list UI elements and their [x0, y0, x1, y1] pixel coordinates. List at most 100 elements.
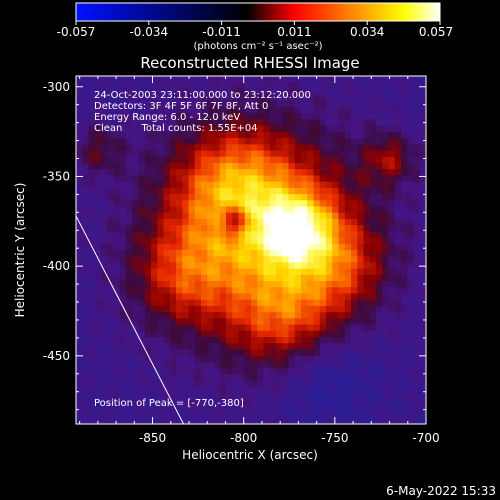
heatmap-cell — [319, 119, 327, 127]
heatmap-cell — [388, 144, 396, 151]
heatmap-cell — [369, 107, 377, 114]
heatmap-cell — [107, 175, 114, 183]
heatmap-cell — [376, 237, 383, 245]
heatmap-cell — [151, 156, 158, 164]
heatmap-cell — [113, 187, 121, 195]
heatmap-cell — [294, 250, 302, 257]
heatmap-cell — [288, 181, 296, 189]
heatmap-cell — [251, 200, 258, 207]
heatmap-cell — [126, 175, 133, 183]
heatmap-cell — [301, 281, 308, 288]
heatmap-cell — [132, 107, 139, 114]
heatmap-cell — [276, 250, 283, 257]
heatmap-cell — [369, 287, 377, 294]
heatmap-cell — [126, 169, 133, 176]
heatmap-cell — [319, 231, 327, 238]
heatmap-cell — [151, 324, 158, 332]
heatmap-cell — [332, 281, 339, 288]
heatmap-cell — [188, 330, 196, 338]
heatmap-cell — [251, 299, 258, 307]
heatmap-cell — [182, 392, 189, 400]
heatmap-cell — [226, 411, 233, 419]
heatmap-cell — [376, 256, 383, 263]
heatmap-cell — [288, 194, 296, 201]
heatmap-cell — [188, 107, 196, 114]
heatmap-cell — [282, 281, 289, 288]
heatmap-cell — [126, 349, 133, 357]
heatmap-cell — [163, 405, 171, 412]
heatmap-cell — [169, 343, 177, 350]
heatmap-cell — [201, 386, 208, 394]
heatmap-cell — [169, 150, 177, 158]
heatmap-cell — [219, 175, 227, 183]
heatmap-cell — [101, 262, 108, 270]
heatmap-cell — [257, 231, 264, 238]
heatmap-cell — [376, 169, 383, 176]
heatmap-cell — [394, 150, 402, 158]
heatmap-cell — [326, 337, 333, 344]
heatmap-cell — [94, 399, 102, 406]
heatmap-cell — [394, 94, 402, 102]
heatmap-cell — [401, 374, 408, 381]
heatmap-cell — [376, 274, 383, 282]
heatmap-cell — [207, 131, 214, 139]
heatmap-cell — [388, 349, 396, 357]
heatmap-cell — [88, 225, 96, 232]
heatmap-cell — [394, 175, 402, 183]
heatmap-cell — [101, 156, 108, 164]
heatmap-cell — [269, 175, 277, 183]
heatmap-cell — [401, 411, 408, 419]
heatmap-cell — [269, 368, 277, 375]
heatmap-cell — [388, 94, 396, 102]
heatmap-cell — [388, 187, 396, 195]
heatmap-cell — [332, 287, 339, 294]
heatmap-cell — [301, 262, 308, 270]
heatmap-cell — [363, 392, 371, 400]
heatmap-cell — [182, 187, 189, 195]
heatmap-cell — [94, 175, 102, 183]
heatmap-cell — [388, 268, 396, 276]
heatmap-cell — [351, 76, 358, 83]
heatmap-cell — [107, 287, 114, 294]
heatmap-cell — [326, 181, 333, 189]
heatmap-cell — [132, 212, 139, 220]
heatmap-cell — [101, 150, 108, 158]
heatmap-cell — [126, 231, 133, 238]
heatmap-cell — [338, 361, 346, 369]
heatmap-cell — [301, 417, 308, 424]
heatmap-cell — [176, 312, 183, 319]
heatmap-cell — [151, 287, 158, 294]
heatmap-cell — [244, 144, 252, 151]
heatmap-cell — [232, 299, 239, 307]
heatmap-cell — [244, 299, 252, 307]
heatmap-cell — [213, 144, 221, 151]
heatmap-cell — [82, 82, 89, 89]
heatmap-cell — [182, 256, 189, 263]
heatmap-cell — [207, 324, 214, 332]
heatmap-cell — [332, 293, 339, 301]
heatmap-cell — [182, 287, 189, 294]
heatmap-cell — [76, 119, 83, 127]
heatmap-cell — [351, 113, 358, 120]
heatmap-cell — [413, 94, 421, 102]
heatmap-cell — [326, 324, 333, 332]
heatmap-cell — [338, 212, 346, 220]
heatmap-cell — [294, 287, 302, 294]
heatmap-cell — [394, 312, 402, 319]
heatmap-cell — [263, 94, 271, 102]
heatmap-cell — [363, 100, 371, 108]
heatmap-cell — [169, 417, 177, 424]
heatmap-cell — [407, 200, 414, 207]
heatmap-cell — [82, 156, 89, 164]
heatmap-cell — [419, 411, 426, 419]
heatmap-cell — [363, 355, 371, 363]
heatmap-cell — [238, 312, 246, 319]
heatmap-cell — [351, 281, 358, 288]
heatmap-cell — [326, 305, 333, 313]
heatmap-cell — [76, 417, 83, 424]
heatmap-cell — [213, 218, 221, 226]
heatmap-cell — [332, 94, 339, 102]
heatmap-cell — [101, 386, 108, 394]
heatmap-cell — [288, 361, 296, 369]
heatmap-cell — [144, 274, 152, 282]
